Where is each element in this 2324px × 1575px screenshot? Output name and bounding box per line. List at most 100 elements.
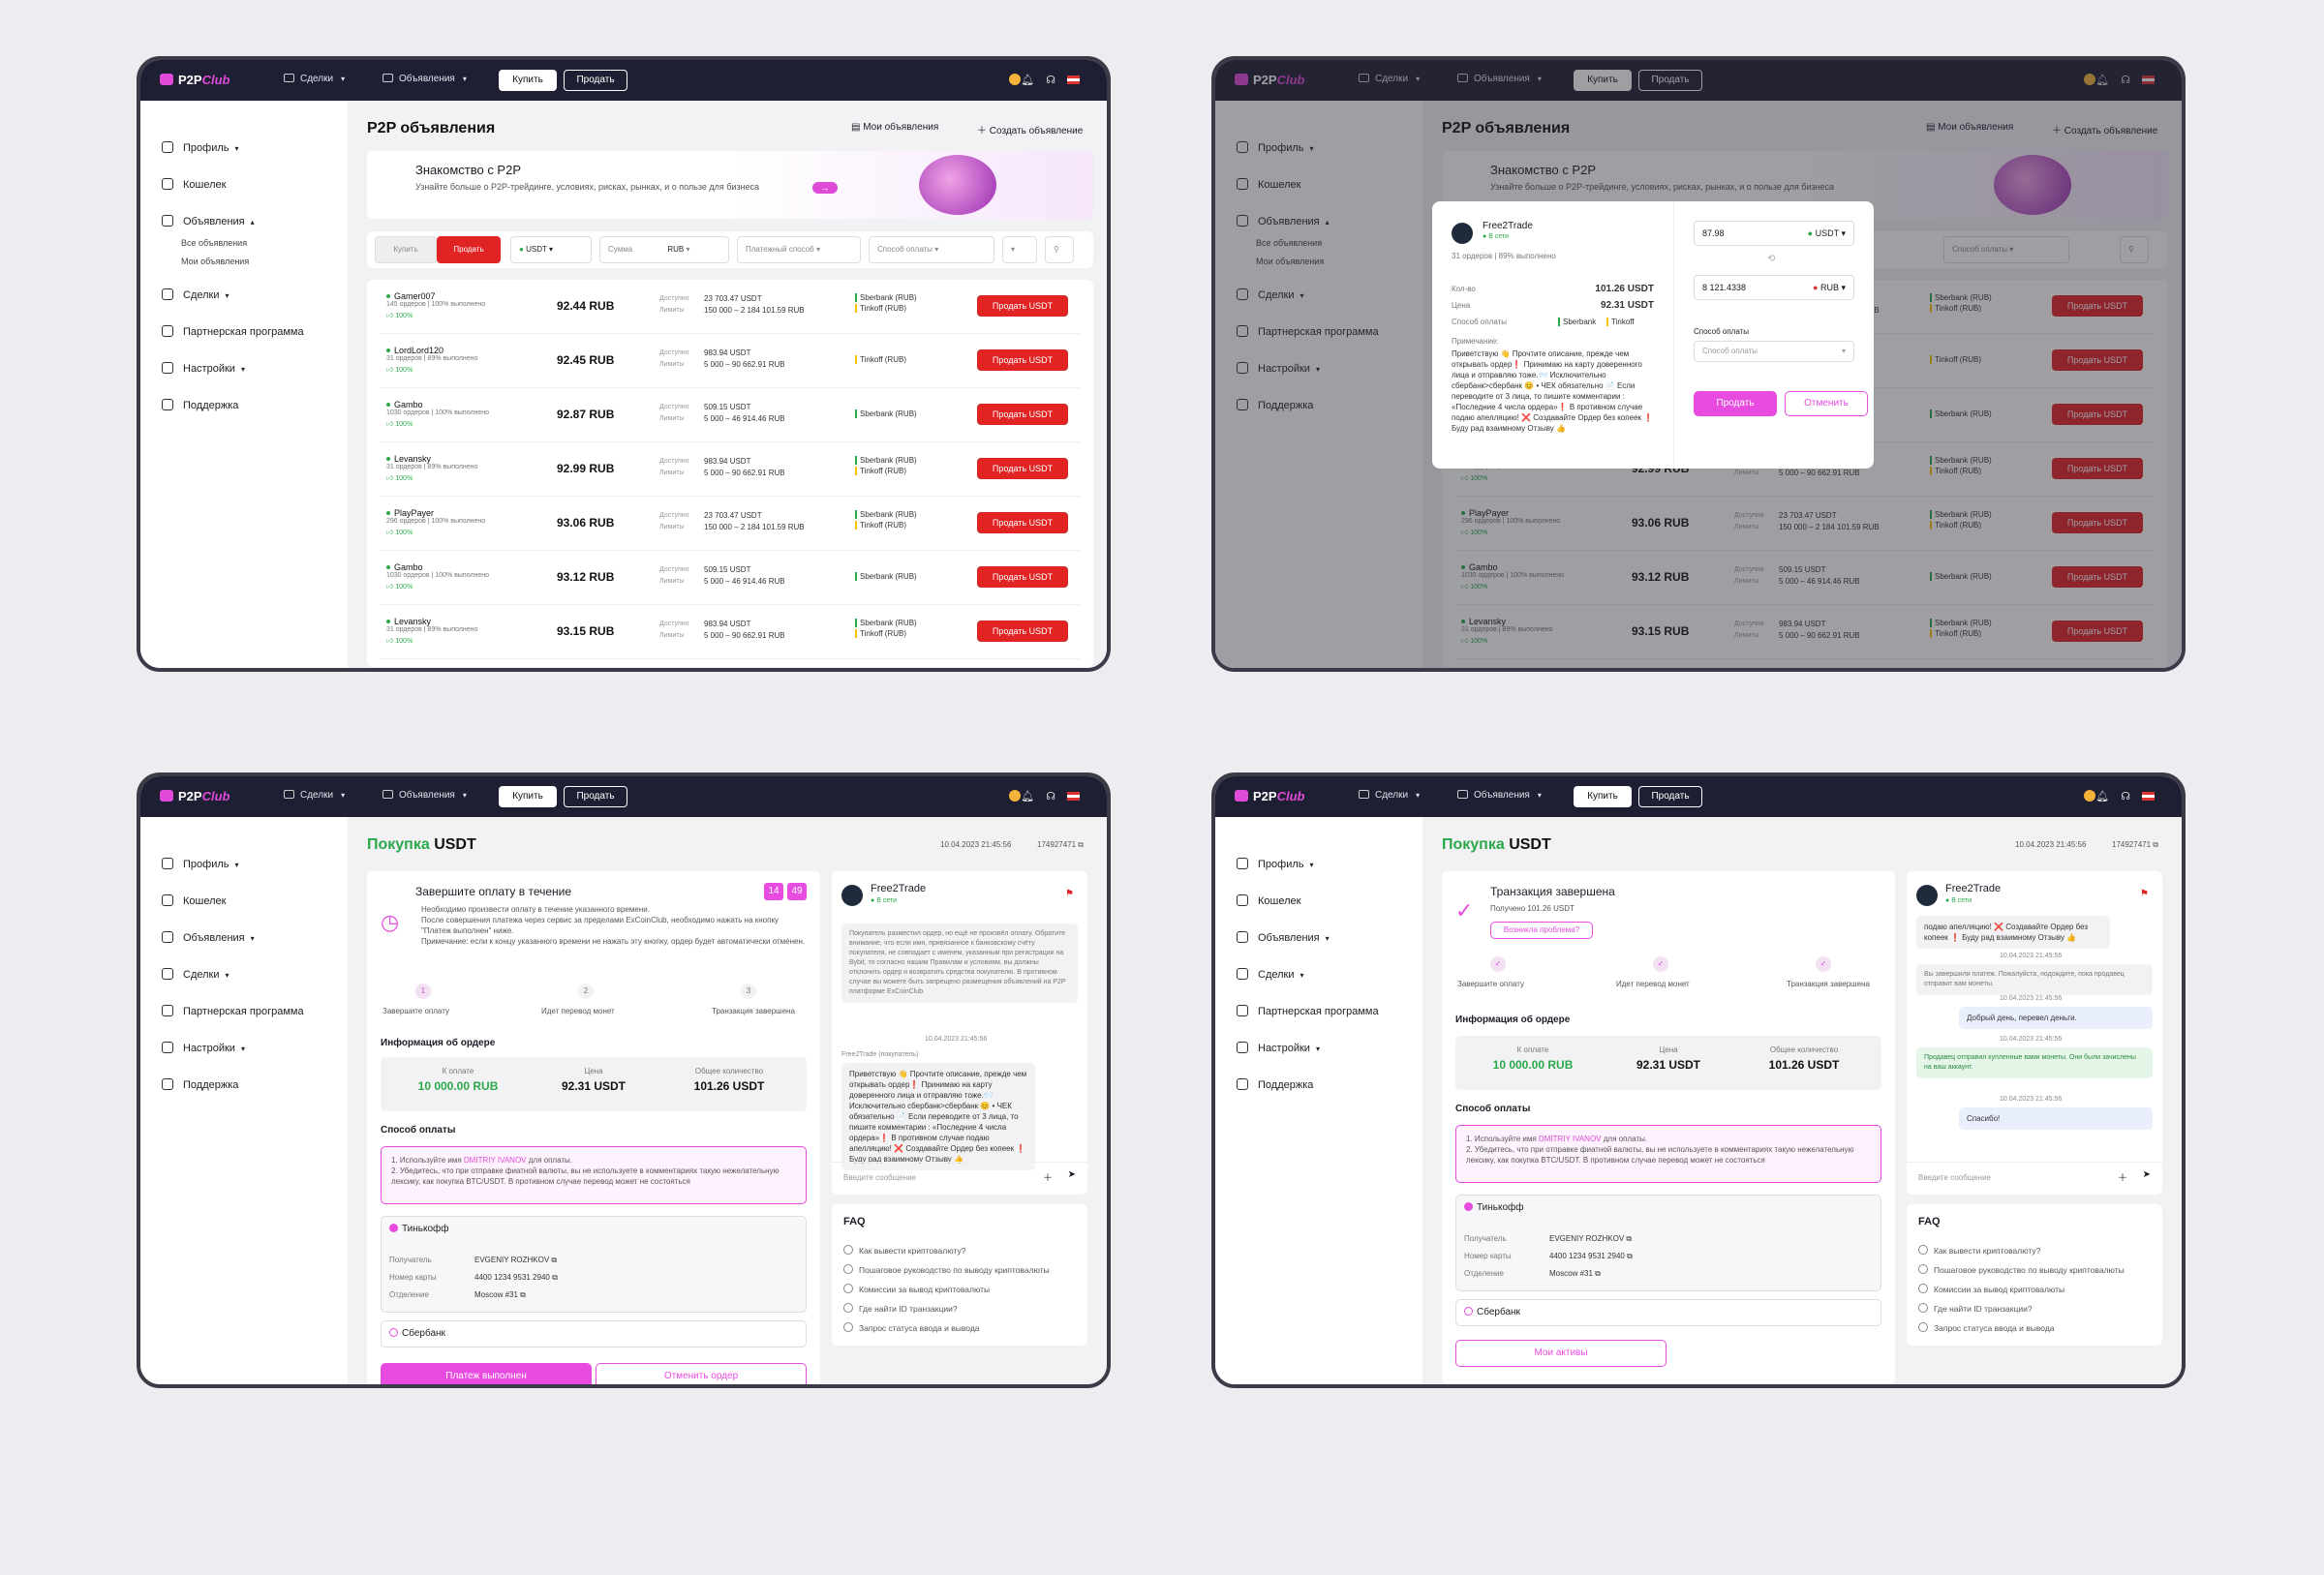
modal-sell-button[interactable]: Продать xyxy=(1694,391,1777,416)
sell-button[interactable]: Продать xyxy=(564,70,627,91)
sidebar-item-wallet[interactable]: Кошелек xyxy=(1237,178,1300,191)
buy-button[interactable]: Купить xyxy=(499,786,557,807)
amount-out-input[interactable]: 8 121.4338 ● RUB ▾ xyxy=(1694,275,1854,300)
nav-ads[interactable]: Объявления ▾ xyxy=(1457,74,1542,84)
sidebar-item-profile[interactable]: Профиль ▾ xyxy=(1237,141,1314,154)
nav-deals[interactable]: Сделки ▾ xyxy=(284,74,345,84)
sidebar-item-wallet[interactable]: Кошелек xyxy=(1237,894,1300,907)
message-input[interactable]: Введите сообщение xyxy=(843,1173,916,1182)
top-icons[interactable]: 🔔︎☊ xyxy=(2084,790,2155,803)
sell-usdt-button[interactable]: Продать USDT xyxy=(977,458,1068,479)
sell-usdt-button[interactable]: Продать USDT xyxy=(2052,404,2143,425)
faq-item[interactable]: Пошаговое руководство по выводу криптова… xyxy=(843,1264,1050,1275)
method-select[interactable]: Платежный способ ▾ xyxy=(737,236,861,263)
trader-name[interactable]: Gamer007 xyxy=(386,291,436,301)
logo[interactable]: P2PClub xyxy=(160,789,229,803)
sidebar-item-deals[interactable]: Сделки ▾ xyxy=(162,968,229,981)
sell-button[interactable]: Продать xyxy=(1638,786,1702,807)
send-icon[interactable]: ➤ xyxy=(2142,1169,2151,1180)
amount-in-input[interactable]: 87.98 ● USDT ▾ xyxy=(1694,221,1854,246)
faq-item[interactable]: Комиссии за вывод криптовалюты xyxy=(843,1284,990,1294)
pay-select[interactable]: Способ оплаты ▾ xyxy=(1943,236,2069,263)
trader-name[interactable]: Gambo xyxy=(1461,562,1498,572)
sidebar-item-settings[interactable]: Настройки ▾ xyxy=(1237,1042,1320,1054)
flag-icon[interactable]: ⚑ xyxy=(1065,889,1074,899)
create-ad-link[interactable]: ＋ Создать объявление xyxy=(977,126,1084,136)
sidebar-item-deals[interactable]: Сделки ▾ xyxy=(1237,968,1304,981)
cancel-order-button[interactable]: Отменить ордер xyxy=(596,1363,807,1384)
amount-input[interactable]: Сумма RUB ▾ xyxy=(599,236,729,263)
tab-sell[interactable]: Продать xyxy=(437,236,501,263)
attach-icon[interactable]: ＋ xyxy=(2118,1173,2127,1184)
trader-name[interactable]: Levansky xyxy=(386,617,431,626)
trader-name[interactable]: Levansky xyxy=(386,454,431,464)
sidebar-sub-my-ads[interactable]: Мои объявления xyxy=(181,257,250,266)
nav-deals[interactable]: Сделки ▾ xyxy=(284,790,345,801)
sell-usdt-button[interactable]: Продать USDT xyxy=(2052,512,2143,533)
sell-usdt-button[interactable]: Продать USDT xyxy=(2052,295,2143,317)
sidebar-sub-my-ads[interactable]: Мои объявления xyxy=(1256,257,1325,266)
branch[interactable]: Moscow #31 ⧉ xyxy=(1549,1269,1601,1278)
sidebar-item-support[interactable]: Поддержка xyxy=(162,1078,238,1091)
coin-select[interactable]: ● USDT ▾ xyxy=(510,236,592,263)
message-input[interactable]: Введите сообщение xyxy=(1918,1173,1991,1182)
sidebar-item-settings[interactable]: Настройки ▾ xyxy=(1237,362,1320,375)
order-id[interactable]: 174927471 ⧉ xyxy=(2112,840,2158,849)
sell-usdt-button[interactable]: Продать USDT xyxy=(2052,349,2143,371)
problem-button[interactable]: Возникла проблема? xyxy=(1490,922,1593,939)
card-number[interactable]: 4400 1234 9531 2940 ⧉ xyxy=(1549,1252,1633,1260)
sidebar-item-support[interactable]: Поддержка xyxy=(162,399,238,411)
top-icons[interactable]: 🔔︎☊ xyxy=(2084,74,2155,86)
sidebar-item-deals[interactable]: Сделки ▾ xyxy=(162,288,229,301)
sidebar-item-partner[interactable]: Партнерская программа xyxy=(162,1005,304,1017)
arrow-right-icon[interactable]: → xyxy=(812,182,838,194)
nav-deals[interactable]: Сделки ▾ xyxy=(1359,74,1420,84)
nav-ads[interactable]: Объявления ▾ xyxy=(382,74,467,84)
faq-item[interactable]: Комиссии за вывод криптовалюты xyxy=(1918,1284,2064,1294)
logo[interactable]: P2PClub xyxy=(1235,73,1304,87)
my-assets-button[interactable]: Мои активы xyxy=(1455,1340,1667,1367)
sidebar-item-ads[interactable]: Объявления ▾ xyxy=(1237,931,1330,944)
buy-button[interactable]: Купить xyxy=(1574,786,1632,807)
faq-item[interactable]: Как вывести криптовалюту? xyxy=(843,1245,965,1256)
sidebar-item-support[interactable]: Поддержка xyxy=(1237,1078,1313,1091)
filter-icon[interactable]: ⚲ xyxy=(2120,236,2149,263)
country-select[interactable]: ▾ xyxy=(1002,236,1037,263)
pay-select[interactable]: Способ оплаты ▾ xyxy=(869,236,994,263)
faq-item[interactable]: Как вывести криптовалюту? xyxy=(1918,1245,2040,1256)
nav-ads[interactable]: Объявления ▾ xyxy=(1457,790,1542,801)
sell-usdt-button[interactable]: Продать USDT xyxy=(977,512,1068,533)
trader-name[interactable]: LordLord120 xyxy=(386,346,443,355)
buy-button[interactable]: Купить xyxy=(1574,70,1632,91)
branch[interactable]: Moscow #31 ⧉ xyxy=(474,1290,526,1299)
trader-name[interactable]: PlayPayer xyxy=(386,508,434,518)
sidebar-item-wallet[interactable]: Кошелек xyxy=(162,178,226,191)
sidebar-item-support[interactable]: Поддержка xyxy=(1237,399,1313,411)
sidebar-item-profile[interactable]: Профиль ▾ xyxy=(162,858,239,870)
sell-usdt-button[interactable]: Продать USDT xyxy=(977,621,1068,642)
bank-tinkoff[interactable]: Тинькофф Получатель EVGENIY ROZHKOV ⧉ Ном… xyxy=(1455,1195,1881,1291)
sell-usdt-button[interactable]: Продать USDT xyxy=(977,404,1068,425)
faq-item[interactable]: Где найти ID транзакции? xyxy=(843,1303,958,1314)
method-select[interactable]: Способ оплаты ▾ xyxy=(1694,341,1854,362)
sell-button[interactable]: Продать xyxy=(564,786,627,807)
logo[interactable]: P2PClub xyxy=(160,73,229,87)
sidebar-item-ads[interactable]: Объявления ▴ xyxy=(1237,215,1330,227)
sidebar-item-settings[interactable]: Настройки ▾ xyxy=(162,362,245,375)
sidebar-item-ads[interactable]: Объявления ▾ xyxy=(162,931,255,944)
sidebar-item-profile[interactable]: Профиль ▾ xyxy=(1237,858,1314,870)
sidebar-item-wallet[interactable]: Кошелек xyxy=(162,894,226,907)
faq-item[interactable]: Запрос статуса ввода и вывода xyxy=(1918,1322,2055,1333)
sidebar-item-partner[interactable]: Партнерская программа xyxy=(1237,1005,1379,1017)
intro-banner[interactable]: Знакомство с P2P Узнайте больше о P2P-тр… xyxy=(367,151,1093,219)
avatar[interactable] xyxy=(1009,74,1022,85)
sell-usdt-button[interactable]: Продать USDT xyxy=(977,349,1068,371)
flag-icon[interactable] xyxy=(1067,76,1080,84)
recipient[interactable]: EVGENIY ROZHKOV ⧉ xyxy=(474,1256,558,1264)
faq-item[interactable]: Запрос статуса ввода и вывода xyxy=(843,1322,980,1333)
my-ads-link[interactable]: ▤ Мои объявления xyxy=(851,122,939,133)
top-icons[interactable]: 🔔︎☊ xyxy=(1009,790,1080,803)
recipient[interactable]: EVGENIY ROZHKOV ⧉ xyxy=(1549,1234,1633,1243)
sidebar-item-partner[interactable]: Партнерская программа xyxy=(1237,325,1379,338)
sidebar-item-ads[interactable]: Объявления ▴ xyxy=(162,215,255,227)
